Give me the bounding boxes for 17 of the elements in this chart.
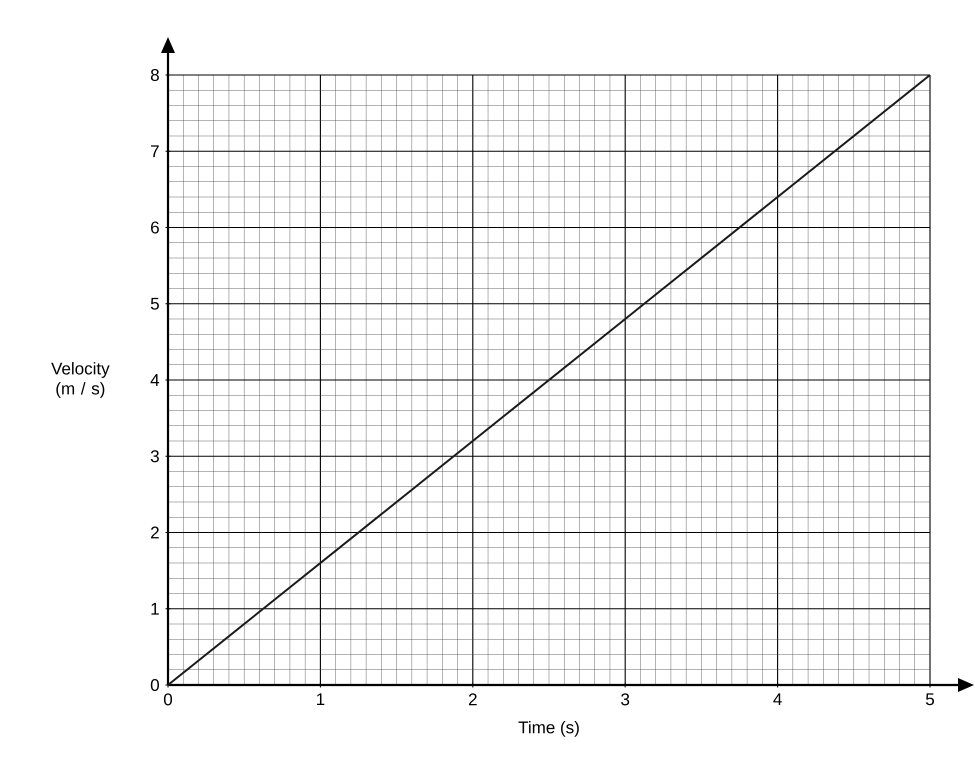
x-axis-title: Time (s) [518, 720, 579, 737]
x-tick-label: 2 [468, 693, 477, 706]
y-tick-label: 0 [150, 678, 159, 692]
x-tick-label: 4 [773, 693, 782, 706]
y-tick-label: 6 [151, 221, 159, 234]
x-tick-label: 1 [316, 693, 324, 706]
x-tick-label: 0 [164, 693, 172, 706]
y-tick-label: 8 [150, 68, 159, 82]
x-tick-label: 3 [621, 693, 630, 706]
y-tick-label: 4 [150, 374, 160, 386]
x-tick-label: 5 [926, 693, 934, 706]
y-tick-label: 2 [151, 526, 159, 538]
y-tick-label: 7 [151, 145, 159, 158]
y-axis-title: Velocity (m / s) [51, 362, 110, 398]
y-tick-label: 3 [150, 450, 159, 462]
y-tick-label: 1 [151, 602, 159, 615]
y-tick-label: 5 [150, 298, 159, 310]
